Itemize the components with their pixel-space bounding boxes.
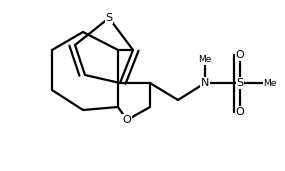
Text: O: O (236, 107, 244, 117)
Text: N: N (201, 78, 209, 88)
Text: Me: Me (263, 78, 277, 88)
Text: Me: Me (198, 56, 212, 64)
Text: O: O (236, 50, 244, 60)
Text: O: O (123, 115, 131, 125)
Text: S: S (237, 78, 244, 88)
Text: S: S (105, 13, 113, 23)
